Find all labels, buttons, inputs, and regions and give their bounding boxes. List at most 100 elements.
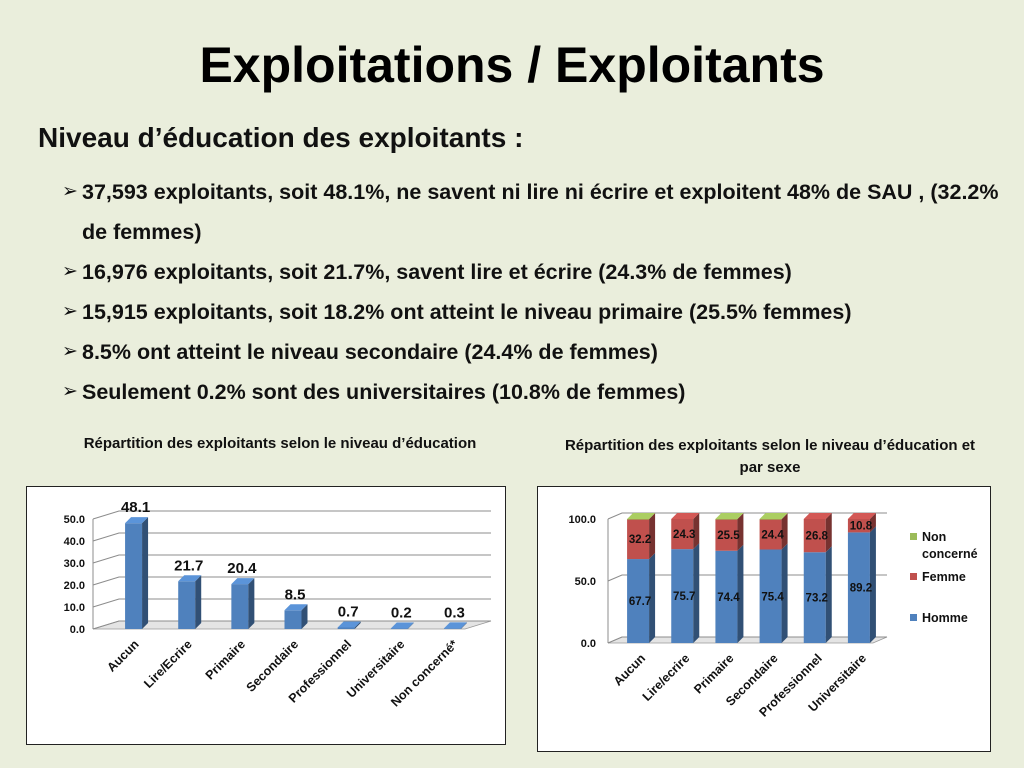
bar-side [195, 575, 202, 629]
bar-top [759, 513, 788, 519]
bar-segment-non-concerné [759, 519, 782, 520]
x-tick-label: Primaire [203, 637, 248, 682]
bar-side [248, 578, 255, 629]
bar-segment-homme [715, 550, 738, 643]
bar-front [178, 581, 196, 629]
bar-top [715, 513, 744, 519]
bar-side [407, 622, 414, 629]
bar-segment-femme [759, 519, 782, 550]
bar-segment-side [693, 513, 700, 550]
stacked-bar [715, 513, 744, 643]
bar-side [142, 517, 149, 629]
bullet-item: ➢ 8.5% ont atteint le niveau secondaire (… [62, 332, 1002, 372]
bar-segment-side [825, 546, 832, 643]
bar-segment-side [869, 526, 876, 643]
bar-segment-side [781, 513, 788, 550]
bar-front [337, 627, 355, 629]
bar-front [284, 610, 302, 629]
y-tick-label: 0.0 [581, 638, 596, 650]
bullet-text: Seulement 0.2% sont des universitaires (… [82, 380, 686, 404]
bar [284, 604, 308, 629]
bar-front [390, 628, 408, 630]
y-tick-label: 50.0 [575, 576, 596, 588]
y-tick-label: 40.0 [64, 536, 85, 548]
bullet-text: 37,593 exploitants, soit 48.1%, ne saven… [82, 180, 999, 244]
slide-subtitle: Niveau d’éducation des exploitants : [38, 122, 524, 153]
bar-segment-side [737, 513, 744, 520]
gridline [92, 510, 491, 520]
gridline [92, 532, 491, 542]
bar-top [803, 513, 832, 519]
bar-side [301, 604, 308, 629]
data-label-homme: 67.7 [629, 596, 651, 608]
bar [125, 517, 149, 629]
gridline [92, 598, 491, 608]
education-chart-svg: 0.0 10.0 20.0 30.0 40.0 50.0 48.1 Aucun 21.7 Lire… [64, 499, 492, 710]
bar-segment-side [649, 513, 656, 520]
x-tick-label: Aucun [104, 637, 141, 674]
bullet-item: ➢ 37,593 exploitants, soit 48.1%, ne save… [62, 172, 1002, 252]
y-tick-label: 20.0 [64, 580, 85, 592]
data-label-homme: 73.2 [806, 593, 828, 605]
bar-segment-femme [715, 519, 738, 551]
x-tick-label: Aucun [611, 651, 648, 688]
bar-side [460, 622, 467, 629]
data-label-homme: 75.7 [673, 591, 695, 603]
bullet-item: ➢ 16,976 exploitants, soit 21.7%, savent … [62, 252, 1002, 292]
bullet-text: 8.5% ont atteint le niveau secondaire (2… [82, 340, 658, 364]
bar-top [443, 622, 467, 629]
arrow-bullet-icon: ➢ [62, 301, 78, 322]
bar [390, 622, 414, 630]
bar-segment-side [781, 543, 788, 643]
bar-front [125, 523, 143, 629]
bar-top [390, 622, 414, 629]
x-tick-label: Secondaire [244, 637, 302, 695]
legend-swatch [910, 614, 917, 621]
data-label: 0.2 [391, 605, 412, 622]
arrow-bullet-icon: ➢ [62, 381, 78, 402]
bar-segment-femme [671, 519, 694, 550]
y-tick-label: 100.0 [568, 514, 596, 526]
chart1-title: Répartition des exploitants selon le niv… [83, 435, 477, 452]
bar-top [627, 513, 656, 519]
stacked-bar [759, 513, 788, 643]
data-label-femme: 24.3 [673, 529, 695, 541]
chart2-title: Répartition des exploitants selon le niv… [564, 437, 976, 476]
bar-segment-femme [847, 519, 870, 533]
bar-top [125, 517, 149, 524]
bar-segment-side [825, 513, 832, 553]
bar [443, 622, 467, 629]
gridline [607, 512, 887, 520]
bar-segment-femme [627, 519, 650, 560]
y-tick-label: 30.0 [64, 558, 85, 570]
bullet-text: 15,915 exploitants, soit 18.2% ont attei… [82, 300, 852, 324]
data-label-homme: 75.4 [761, 591, 784, 603]
bar-segment-non-concerné [715, 519, 738, 520]
education-sex-chart-svg: 0.0 50.0 100.0 67.7 32.2 Aucun 75.7 24.3 Lire/ec… [568, 512, 978, 720]
data-label: 21.7 [174, 557, 203, 574]
data-label-femme: 25.5 [717, 530, 740, 542]
stacked-bar [803, 513, 832, 643]
bar-segment-side [693, 543, 700, 643]
bullet-list: ➢ 37,593 exploitants, soit 48.1%, ne save… [62, 172, 1002, 412]
y-tick-label: 10.0 [64, 602, 85, 614]
bar-segment-homme [759, 549, 782, 643]
data-label: 0.7 [338, 603, 359, 620]
gridline [607, 636, 887, 644]
data-label-femme: 24.4 [761, 529, 784, 541]
gridline [92, 620, 491, 630]
legend-label: Homme [922, 611, 968, 625]
bar-segment-side [649, 553, 656, 643]
legend-label: Femme [922, 570, 966, 584]
arrow-bullet-icon: ➢ [62, 181, 78, 202]
bar-side [354, 621, 361, 629]
bar-top [284, 604, 308, 611]
data-label-homme: 89.2 [850, 583, 872, 595]
bullet-item: ➢ Seulement 0.2% sont des universitaires … [62, 372, 1002, 412]
bar-top [671, 513, 700, 519]
x-tick-label: Lire/ecrire [640, 651, 693, 704]
bullet-item: ➢ 15,915 exploitants, soit 18.2% ont atte… [62, 292, 1002, 332]
bar-segment-homme [671, 549, 694, 643]
data-label-homme: 74.4 [717, 592, 740, 604]
gridline [92, 576, 491, 586]
